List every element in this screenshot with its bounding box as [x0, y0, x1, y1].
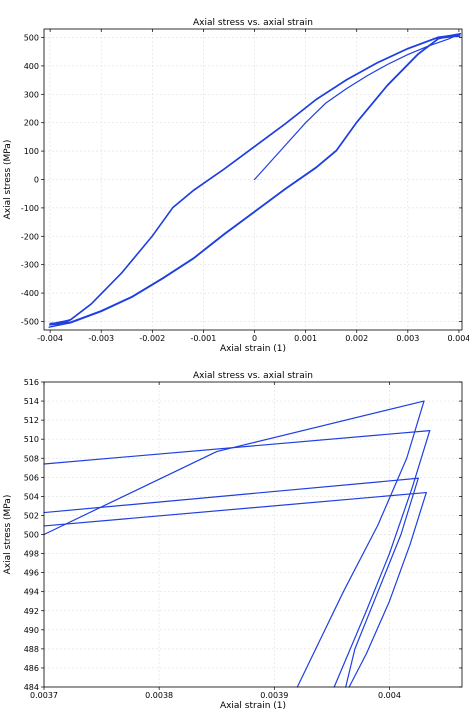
- x-tick-label: 0.003: [396, 334, 419, 343]
- x-tick-label: -0.004: [37, 334, 63, 343]
- chart-title: Axial stress vs. axial strain: [193, 18, 313, 28]
- series-line-8: [348, 491, 427, 688]
- x-tick-label: 0.0039: [260, 691, 288, 700]
- y-tick-label: 516: [24, 378, 39, 387]
- y-tick-label: 510: [24, 435, 39, 444]
- x-tick-label: 0.0037: [30, 691, 58, 700]
- chart-bottom: Axial stress vs. axial strain 0.0037 0.003…: [3, 371, 463, 711]
- y-tick-label: 514: [24, 397, 39, 406]
- series-line-7: [49, 35, 461, 325]
- x-tick-label: 0.0038: [145, 691, 173, 700]
- series-line-6: [345, 477, 419, 688]
- series-line-3: [43, 430, 431, 465]
- y-tick-label: -400: [21, 289, 39, 298]
- y-tick-label: 490: [24, 626, 39, 635]
- y-axis-label: Axial stress (MPa): [3, 495, 13, 575]
- grid-lines: [43, 381, 462, 688]
- x-tick-label: 0: [252, 334, 257, 343]
- y-tick-label: 500: [24, 34, 39, 43]
- grid-lines: [44, 29, 462, 330]
- y-tick-label: 100: [24, 147, 39, 156]
- y-tick-label: -300: [21, 261, 39, 270]
- y-tick-label: -200: [21, 232, 39, 241]
- y-tick-label: 488: [24, 645, 39, 654]
- y-tick-label: 502: [24, 511, 39, 520]
- series-line-5: [43, 477, 419, 514]
- y-tick-label: 300: [24, 90, 39, 99]
- series-line-7: [43, 491, 427, 527]
- x-tick-label: 0.004: [447, 334, 469, 343]
- y-tick-label: 504: [24, 492, 39, 501]
- y-tick-label: 492: [24, 607, 39, 616]
- y-tick-label: 496: [24, 569, 39, 578]
- x-tick-label: -0.002: [139, 334, 165, 343]
- chart-top: Axial stress vs. axial strain -0.004 -0.00…: [3, 18, 469, 354]
- y-tick-label: 200: [24, 119, 39, 128]
- y-tick-label: 400: [24, 62, 39, 71]
- x-axis-label: Axial strain (1): [220, 701, 286, 711]
- y-tick-label: 494: [24, 588, 39, 597]
- y-tick-label: 498: [24, 550, 39, 559]
- series-line-2: [296, 400, 425, 688]
- x-tick-label: 0.002: [345, 334, 368, 343]
- y-tick-label: -100: [21, 204, 39, 213]
- x-tick-label: -0.003: [88, 334, 114, 343]
- y-tick-label: 508: [24, 454, 39, 463]
- x-tick-label: -0.001: [191, 334, 217, 343]
- series-line-1: [43, 400, 425, 536]
- series-line-4: [333, 430, 431, 688]
- series-line-6: [49, 35, 461, 325]
- x-tick-label: 0.001: [294, 334, 317, 343]
- y-axis-label: Axial stress (MPa): [3, 140, 13, 220]
- y-tick-label: 500: [24, 531, 39, 540]
- y-tick-label: -500: [21, 317, 39, 326]
- series-group: [48, 32, 462, 328]
- chart-title: Axial stress vs. axial strain: [193, 371, 313, 381]
- y-tick-label: 484: [24, 683, 39, 692]
- y-tick-label: 0: [34, 176, 39, 185]
- series-line-1: [253, 32, 462, 181]
- series-group: [43, 400, 431, 688]
- x-tick-label: 0.004: [378, 691, 401, 700]
- y-tick-label: 512: [24, 416, 39, 425]
- x-axis-label: Axial strain (1): [220, 344, 286, 354]
- y-tick-label: 506: [24, 473, 39, 482]
- y-tick-label: 486: [24, 664, 39, 673]
